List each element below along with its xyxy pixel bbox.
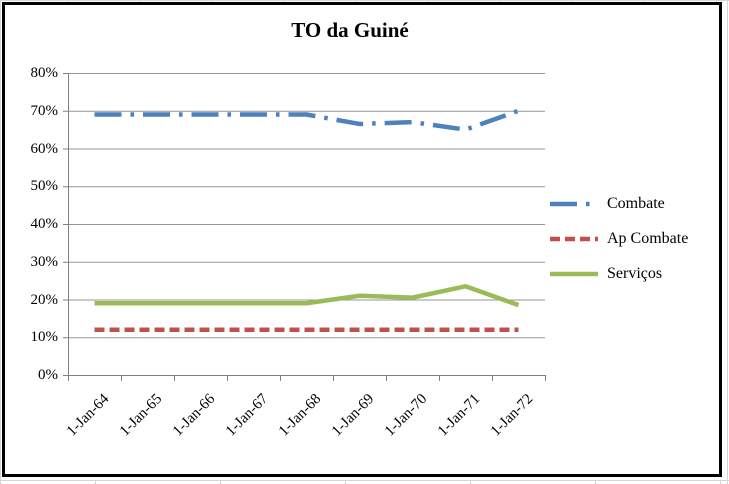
y-axis-label: 50%: [30, 178, 59, 195]
worksheet-gridline: [727, 0, 728, 484]
y-axis-label: 20%: [30, 291, 59, 308]
legend-swatch-ap-combate-icon: [550, 236, 598, 241]
series-line-serviços: [94, 284, 520, 308]
legend-item-ap-combate: Ap Combate: [550, 221, 688, 256]
worksheet-gridline: [644, 0, 645, 3]
worksheet-gridline: [470, 481, 471, 484]
worksheet-gridline: [0, 0, 729, 1]
worksheet-gridline: [68, 0, 69, 3]
y-axis-label: 0%: [38, 367, 58, 383]
legend-swatch-combate-icon: [550, 201, 598, 206]
y-axis-label: 70%: [30, 102, 59, 119]
legend-item-combate: Combate: [550, 186, 688, 221]
worksheet-gridline: [95, 481, 96, 484]
y-axis-label: 60%: [30, 140, 59, 157]
chart-legend: Combate Ap Combate Serviços: [550, 186, 688, 291]
worksheet-gridline: [212, 0, 213, 3]
worksheet-gridline: [356, 0, 357, 3]
worksheet-gridline: [345, 481, 346, 484]
worksheet-gridline: [0, 480, 729, 481]
y-axis-label: 40%: [30, 216, 59, 232]
worksheet-gridline: [595, 481, 596, 484]
worksheet-gridline: [284, 0, 285, 3]
chart-title: TO da Guiné: [291, 18, 409, 42]
y-axis-label: 10%: [30, 329, 59, 346]
legend-label: Combate: [607, 194, 665, 212]
worksheet-gridline: [220, 481, 221, 484]
worksheet-gridline: [720, 481, 721, 484]
worksheet-gridline: [716, 0, 717, 3]
y-axis-label: 30%: [30, 253, 59, 270]
legend-label: Ap Combate: [607, 229, 689, 247]
worksheet-gridline: [0, 0, 1, 484]
series-line-combate: [94, 108, 520, 132]
chart-area[interactable]: [2, 2, 722, 477]
legend-item-servicos: Serviços: [550, 256, 688, 291]
legend-label: Serviços: [607, 264, 663, 282]
legend-swatch-servicos-icon: [550, 271, 598, 276]
worksheet-gridline: [500, 0, 501, 3]
worksheet-gridline: [428, 0, 429, 3]
y-axis-label: 80%: [30, 65, 59, 81]
worksheet-gridline: [572, 0, 573, 3]
worksheet-gridline: [140, 0, 141, 3]
